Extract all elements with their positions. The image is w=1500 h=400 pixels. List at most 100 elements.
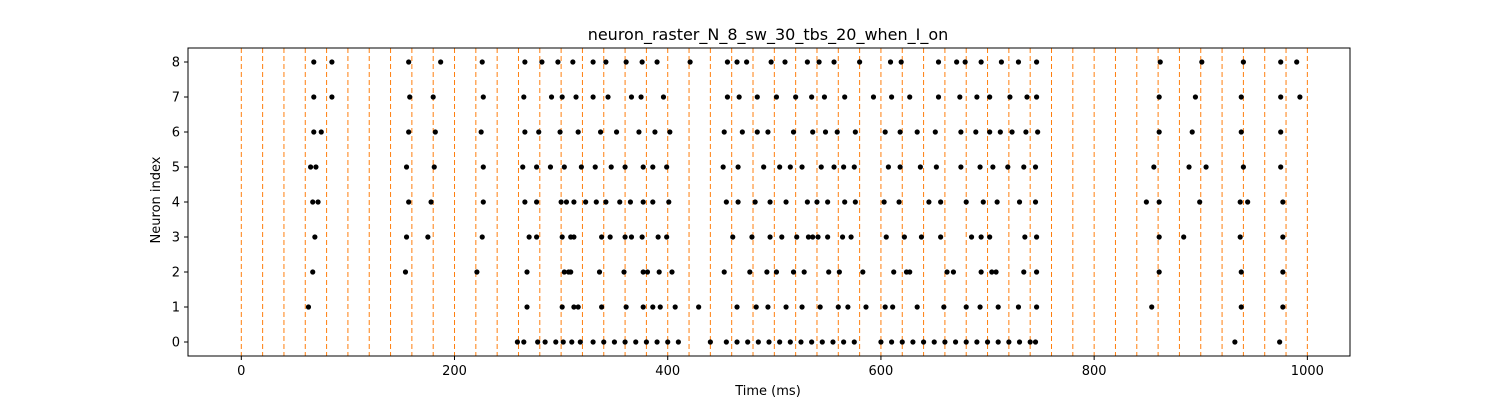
spike-point — [603, 59, 609, 65]
spike-point — [767, 199, 773, 205]
spike-point — [809, 94, 815, 100]
spike-point — [315, 199, 321, 205]
spike-point — [749, 234, 755, 240]
spike-point — [524, 269, 530, 275]
spike-point — [754, 129, 760, 135]
spike-point — [852, 129, 858, 135]
spike-point — [312, 234, 318, 240]
spike-point — [790, 269, 797, 275]
spike-point — [888, 339, 895, 345]
spike-point — [654, 339, 660, 345]
spike-point — [799, 304, 805, 310]
spike-point — [664, 164, 670, 170]
spike-point — [480, 199, 486, 205]
spike-point — [1280, 269, 1286, 275]
y-tick-label: 0 — [172, 336, 180, 351]
spike-point — [1232, 339, 1238, 345]
spike-point — [810, 234, 816, 240]
spike-point — [569, 339, 575, 345]
spike-point — [638, 94, 644, 100]
spike-point — [1035, 129, 1041, 135]
spike-point — [1237, 234, 1243, 240]
spike-point — [478, 129, 484, 135]
spike-point — [622, 234, 628, 240]
spike-point — [995, 339, 1001, 345]
spike-point — [997, 129, 1003, 135]
spike-point — [952, 339, 959, 345]
x-tick-label: 600 — [869, 364, 894, 379]
spike-point — [650, 199, 656, 205]
spike-point — [310, 199, 316, 205]
spike-point — [596, 269, 603, 275]
spike-point — [522, 59, 528, 65]
spike-point — [431, 164, 437, 170]
spike-point — [305, 304, 312, 310]
spike-point — [1278, 164, 1284, 170]
spike-point — [857, 59, 863, 65]
spike-point — [897, 129, 903, 135]
spike-point — [644, 269, 651, 275]
spike-point — [917, 164, 923, 170]
spike-point — [914, 304, 920, 310]
spike-point — [1027, 339, 1033, 345]
spike-point — [571, 234, 577, 240]
spike-point — [777, 339, 783, 345]
spike-point — [798, 339, 804, 345]
spike-point — [1156, 199, 1162, 205]
spike-point — [968, 234, 975, 240]
spike-point — [987, 129, 993, 135]
spike-point — [954, 59, 960, 65]
spike-point — [907, 94, 913, 100]
spike-point — [657, 304, 663, 310]
spike-point — [521, 339, 527, 345]
spike-point — [590, 59, 596, 65]
spike-point — [1033, 269, 1040, 275]
spike-point — [883, 234, 889, 240]
spike-point — [1151, 164, 1157, 170]
spike-point — [643, 339, 650, 345]
spike-point — [739, 129, 745, 135]
spike-point — [899, 339, 905, 345]
spike-point — [935, 59, 942, 65]
plot-area: 0 200 400 600 800 1000 0 1 2 3 4 5 6 7 8 — [172, 47, 1351, 379]
spike-point — [593, 199, 599, 205]
spike-point — [1181, 234, 1187, 240]
spike-point — [575, 304, 581, 310]
spike-point — [535, 339, 541, 345]
spike-point — [887, 59, 894, 65]
spike-point — [1278, 129, 1284, 135]
spike-point — [987, 94, 993, 100]
x-tick-label: 800 — [1082, 364, 1107, 379]
spike-point — [310, 269, 316, 275]
spike-point — [848, 234, 854, 240]
spike-point — [1156, 129, 1162, 135]
spike-point — [1189, 129, 1195, 135]
spike-point — [1294, 59, 1300, 65]
spike-point — [720, 164, 726, 170]
spike-point — [664, 234, 670, 240]
spike-point — [597, 129, 604, 135]
spike-point — [675, 339, 681, 345]
spike-point — [548, 94, 555, 100]
spike-point — [764, 269, 770, 275]
spike-point — [962, 59, 968, 65]
spike-point — [640, 164, 646, 170]
spike-point — [1192, 94, 1199, 100]
spike-point — [406, 199, 412, 205]
spike-point — [931, 339, 937, 345]
spike-point — [980, 199, 986, 205]
spike-point — [623, 304, 629, 310]
spike-point — [559, 94, 565, 100]
spike-point — [910, 339, 916, 345]
spike-point — [998, 59, 1005, 65]
spike-point — [878, 339, 884, 345]
spike-point — [311, 59, 317, 65]
spike-point — [950, 269, 957, 275]
spike-point — [611, 339, 618, 345]
spike-point — [536, 129, 542, 135]
spike-point — [963, 304, 969, 310]
spike-point — [557, 129, 563, 135]
spike-point — [815, 234, 821, 240]
spike-point — [766, 339, 772, 345]
